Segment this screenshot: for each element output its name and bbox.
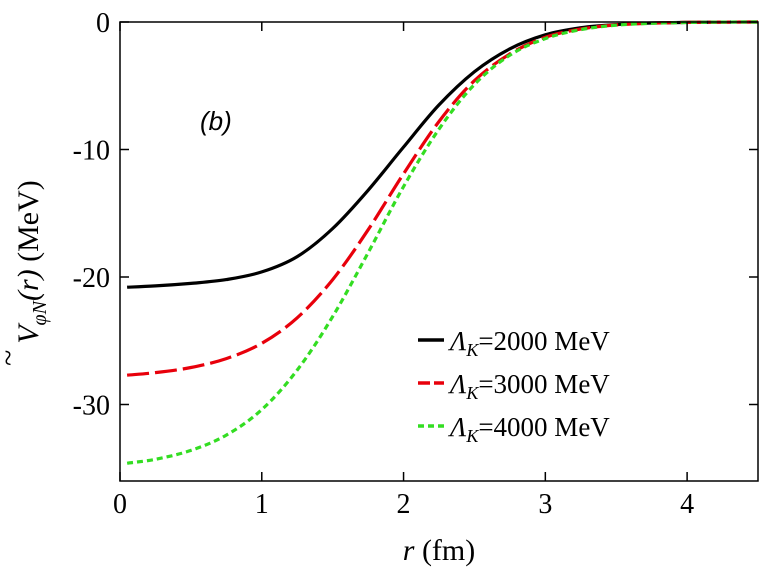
y-tick-label: -20 [73, 263, 110, 294]
y-axis-title: VφN(r) (MeV) ~ [0, 180, 51, 366]
plot-lines [126, 20, 759, 465]
x-tick-label: 1 [255, 489, 269, 520]
axis-ticks: 0 1 2 3 4 0 -10 -20 -30 [73, 8, 758, 520]
y-tick-label: -30 [73, 391, 110, 422]
x-tick-label: 3 [538, 489, 552, 520]
x-axis-title: r (fm) [403, 534, 476, 567]
x-tick-label: 4 [680, 489, 694, 520]
legend-label-2: ΛK=3000 MeV [447, 369, 610, 403]
x-tick-label: 2 [397, 489, 411, 520]
legend-label-3: ΛK=4000 MeV [447, 412, 610, 446]
svg-text:VφN(r) (MeV): VφN(r) (MeV) [12, 180, 51, 344]
legend-label-1: ΛK=2000 MeV [447, 326, 610, 360]
plot-frame [119, 21, 759, 482]
series-line-2 [126, 20, 759, 377]
y-tick-label: 0 [96, 8, 110, 39]
series-line-3 [126, 20, 759, 465]
y-tick-label: -10 [73, 136, 110, 167]
x-tick-label: 0 [113, 489, 127, 520]
panel-label: (b) [200, 106, 232, 136]
series-line-1 [127, 20, 759, 289]
svg-text:~: ~ [0, 350, 25, 366]
legend: ΛK=2000 MeV ΛK=3000 MeV ΛK=4000 MeV [418, 326, 610, 446]
